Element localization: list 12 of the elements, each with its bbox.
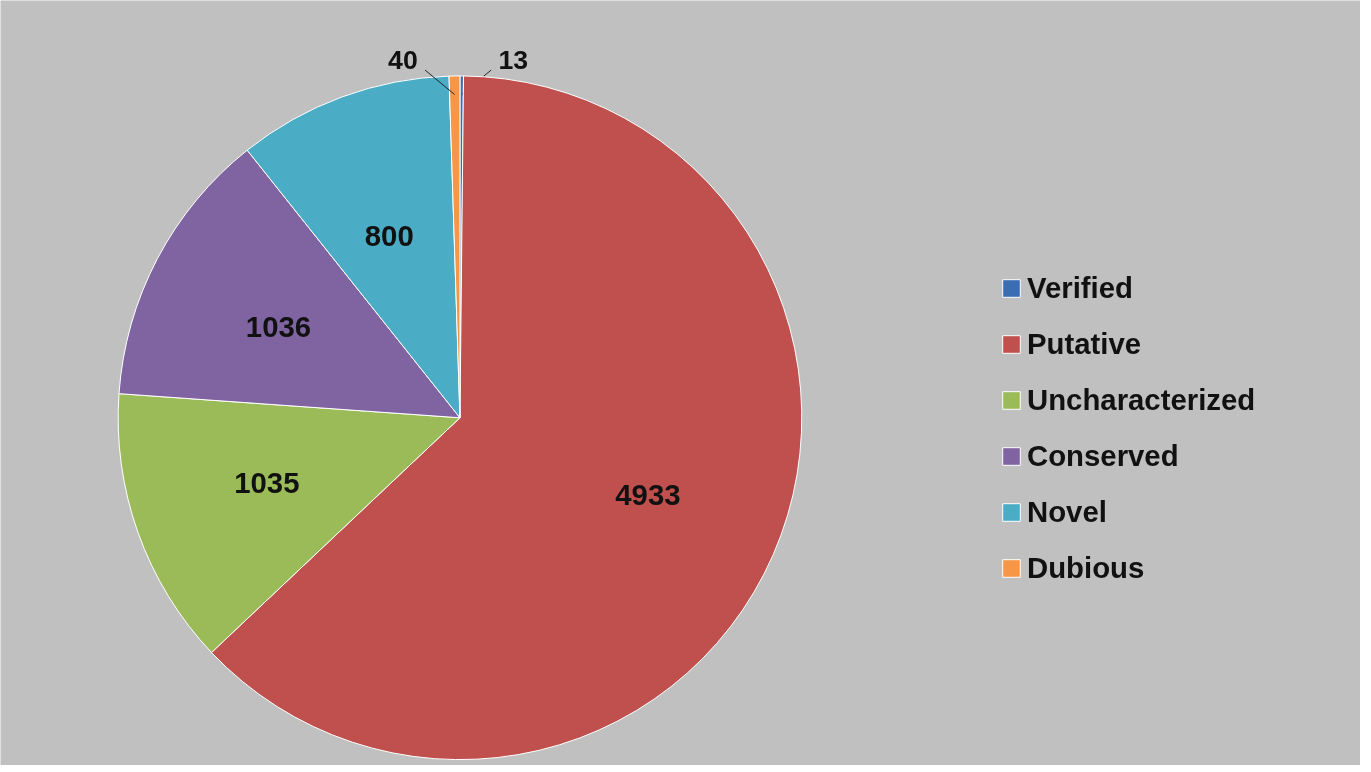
legend-label: Uncharacterized [1027,383,1256,417]
data-label: 13 [498,44,529,75]
legend-label: Novel [1027,495,1107,529]
legend-label: Conserved [1027,439,1179,473]
legend-label: Putative [1027,327,1142,361]
data-label: 4933 [615,478,681,512]
data-label: 1035 [234,466,300,500]
data-label: 800 [364,218,414,252]
data-label: 1036 [245,310,312,344]
legend-label: Dubious [1027,551,1145,585]
legend-label: Verified [1027,271,1133,305]
data-label: 40 [388,44,418,75]
